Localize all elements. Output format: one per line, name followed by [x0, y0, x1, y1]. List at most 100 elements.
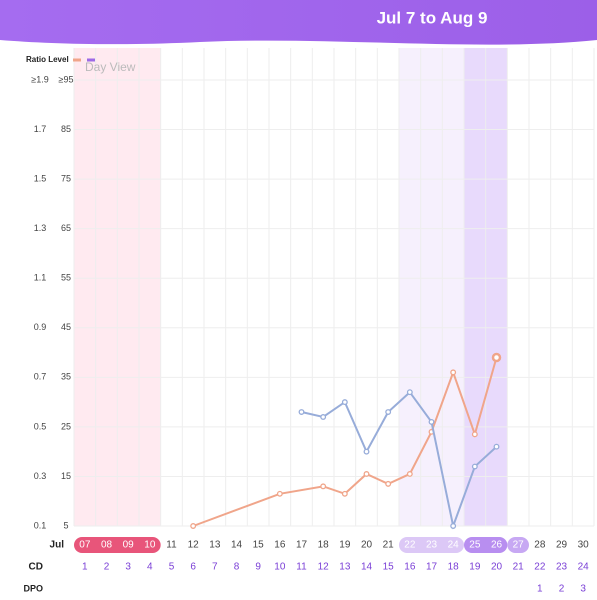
date-label: 28: [534, 540, 546, 551]
data-point: [450, 369, 457, 376]
view-label: Day View: [85, 60, 136, 74]
date-label: 22: [404, 540, 416, 551]
cd-label: 18: [448, 562, 460, 573]
legend-title: Ratio Level: [26, 55, 69, 64]
y-tick-label: 0.5: [34, 421, 47, 431]
y2-tick-label: 65: [61, 223, 71, 233]
date-label: 18: [318, 540, 330, 551]
data-point: [385, 480, 392, 487]
date-label: 09: [123, 540, 135, 551]
data-point: [341, 490, 348, 497]
data-point: [491, 352, 502, 363]
y-tick-label: 1.5: [34, 173, 47, 183]
date-label: 20: [361, 540, 373, 551]
data-point: [363, 471, 370, 477]
data-point: [341, 399, 348, 406]
y2-tick-label: 55: [61, 273, 71, 283]
cd-label: 24: [578, 562, 590, 573]
date-label: 21: [383, 540, 395, 551]
date-label: 23: [426, 540, 438, 551]
cd-label: 14: [361, 562, 373, 573]
dpo-label: 3: [580, 584, 586, 595]
y2-tick-label: 15: [61, 471, 71, 481]
cd-label: 11: [296, 562, 307, 573]
data-point: [385, 409, 392, 415]
date-label: 19: [339, 540, 351, 551]
y-tick-label: 1.3: [34, 223, 47, 233]
y-tick-label: 0.1: [34, 520, 47, 530]
cd-label: 8: [234, 562, 240, 573]
date-label: 13: [209, 540, 221, 551]
header-title: Jul 7 to Aug 9: [377, 8, 488, 27]
data-point: [471, 431, 478, 438]
date-label: 27: [513, 540, 525, 551]
cd-label: 1: [82, 562, 88, 573]
data-point: [320, 483, 327, 490]
y-tick-label: 1.7: [34, 124, 47, 134]
date-label: 10: [144, 540, 156, 551]
data-point: [298, 409, 305, 415]
data-point: [320, 414, 327, 420]
data-point: [363, 448, 370, 455]
header-band: [0, 0, 597, 45]
cd-label: 2: [104, 562, 110, 573]
cd-label: 23: [556, 562, 568, 573]
date-label: 14: [231, 540, 243, 551]
y2-tick-label: 75: [61, 173, 71, 183]
data-point: [471, 463, 478, 470]
date-label: 26: [491, 540, 503, 551]
series-line: [301, 390, 498, 530]
data-point: [276, 490, 283, 497]
date-label: 30: [578, 540, 590, 551]
cd-label: 20: [491, 562, 503, 573]
y-tick-label: 0.3: [34, 471, 47, 481]
data-point: [493, 443, 500, 450]
date-label: 11: [166, 540, 177, 551]
y2-tick-label: 45: [61, 322, 71, 332]
data-point: [450, 523, 457, 529]
dpo-label: 2: [559, 584, 565, 595]
date-label: 25: [469, 540, 481, 551]
y-tick-label: 1.1: [34, 273, 47, 283]
cd-label: 21: [513, 562, 525, 573]
dpo-label: 1: [537, 584, 543, 595]
date-label: 08: [101, 540, 113, 551]
y2-tick-label: ≥95: [59, 74, 74, 84]
cd-label: 3: [125, 562, 131, 573]
data-point: [190, 523, 197, 529]
cd-label: 22: [534, 562, 546, 573]
date-pill: [399, 537, 464, 553]
date-pill: [74, 537, 161, 553]
cd-label: 7: [212, 562, 218, 573]
cd-label: 19: [469, 562, 481, 573]
date-label: 17: [296, 540, 308, 551]
cd-label: 13: [339, 562, 351, 573]
row-label: Jul: [50, 540, 65, 551]
date-label: 07: [79, 540, 91, 551]
date-pill: [464, 537, 508, 553]
cd-label: 12: [318, 562, 330, 573]
cd-label: 15: [383, 562, 395, 573]
data-point: [406, 389, 413, 396]
cd-label: 17: [426, 562, 438, 573]
cd-label: 5: [169, 562, 175, 573]
row-label: CD: [29, 562, 43, 573]
cd-label: 10: [274, 562, 286, 573]
date-label: 16: [274, 540, 286, 551]
date-label: 12: [188, 540, 200, 551]
y-tick-label: ≥1.9: [31, 74, 48, 84]
row-label: DPO: [23, 583, 43, 593]
y2-tick-label: 5: [63, 520, 68, 530]
cd-label: 6: [190, 562, 196, 573]
y-tick-label: 0.7: [34, 372, 47, 382]
cd-label: 4: [147, 562, 153, 573]
phase-band: [399, 48, 464, 526]
y2-tick-label: 35: [61, 372, 71, 382]
date-pill: [507, 537, 529, 553]
cd-label: 9: [255, 562, 261, 573]
cd-label: 16: [404, 562, 416, 573]
y2-tick-label: 25: [61, 421, 71, 431]
y-tick-label: 0.9: [34, 322, 47, 332]
y2-tick-label: 85: [61, 124, 71, 134]
